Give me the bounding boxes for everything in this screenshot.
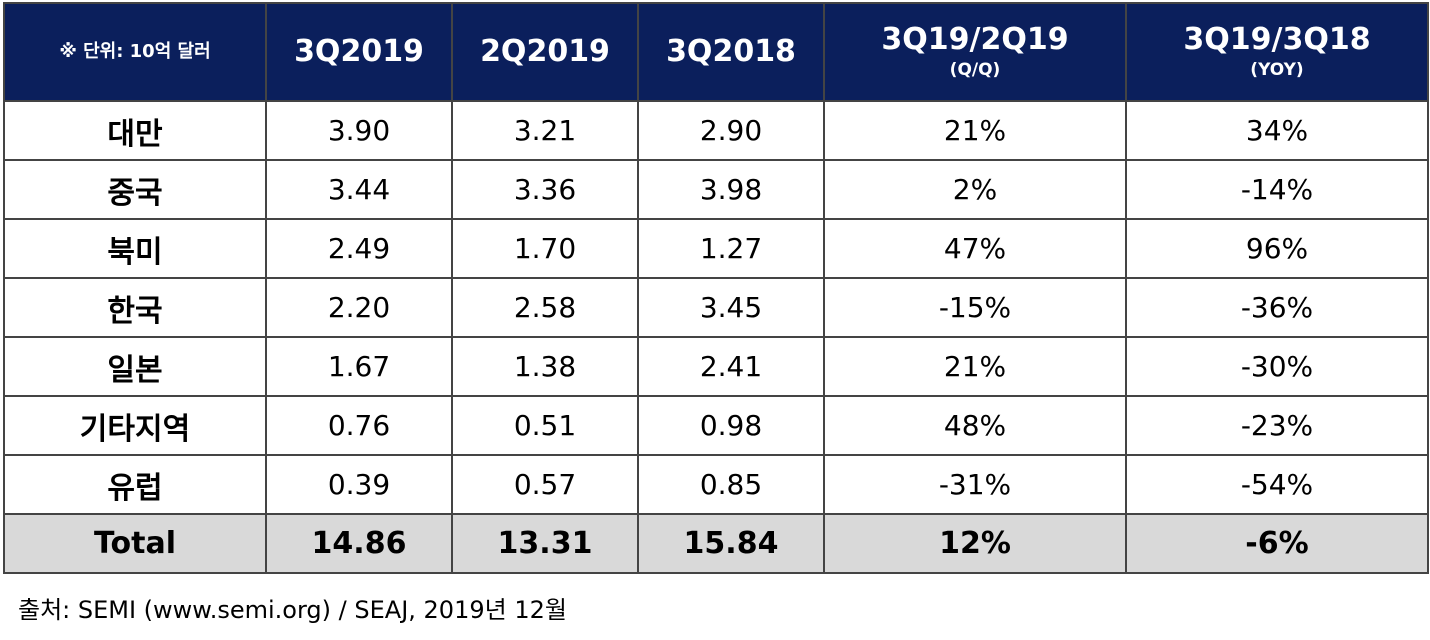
value-cell: 0.76	[265, 395, 453, 456]
total-value-cell: 12%	[823, 513, 1127, 574]
header-main: 2Q2019	[480, 34, 610, 69]
header-cell-3q2019: 3Q2019	[265, 2, 453, 102]
region-cell: 유럽	[3, 454, 267, 515]
table-row: 북미 2.49 1.70 1.27 47% 96%	[3, 218, 1429, 279]
header-main: 3Q19/3Q18	[1183, 22, 1371, 57]
value-cell: 1.70	[451, 218, 639, 279]
value-cell: 3.98	[637, 159, 825, 220]
value-cell: -31%	[823, 454, 1127, 515]
value-cell: 3.90	[265, 100, 453, 161]
value-cell: 21%	[823, 336, 1127, 397]
value-cell: -36%	[1125, 277, 1429, 338]
region-cell: 중국	[3, 159, 267, 220]
header-main: 3Q2018	[666, 34, 796, 69]
value-cell: 3.44	[265, 159, 453, 220]
value-cell: 2.58	[451, 277, 639, 338]
value-cell: 1.67	[265, 336, 453, 397]
header-cell-2q2019: 2Q2019	[451, 2, 639, 102]
region-cell: 일본	[3, 336, 267, 397]
total-value-cell: 13.31	[451, 513, 639, 574]
value-cell: 21%	[823, 100, 1127, 161]
table-row: 기타지역 0.76 0.51 0.98 48% -23%	[3, 395, 1429, 456]
header-cell-unit: ※ 단위: 10억 달러	[3, 2, 267, 102]
value-cell: 0.57	[451, 454, 639, 515]
region-cell: 대만	[3, 100, 267, 161]
value-cell: 0.51	[451, 395, 639, 456]
value-cell: 0.98	[637, 395, 825, 456]
value-cell: -54%	[1125, 454, 1429, 515]
value-cell: -30%	[1125, 336, 1429, 397]
value-cell: 3.45	[637, 277, 825, 338]
header-cell-yoy: 3Q19/3Q18 (YOY)	[1125, 2, 1429, 102]
value-cell: 2.49	[265, 218, 453, 279]
value-cell: 0.39	[265, 454, 453, 515]
value-cell: 47%	[823, 218, 1127, 279]
value-cell: 48%	[823, 395, 1127, 456]
table-row: 일본 1.67 1.38 2.41 21% -30%	[3, 336, 1429, 397]
value-cell: -14%	[1125, 159, 1429, 220]
value-cell: 96%	[1125, 218, 1429, 279]
value-cell: 2%	[823, 159, 1127, 220]
value-cell: 1.27	[637, 218, 825, 279]
value-cell: -15%	[823, 277, 1127, 338]
value-cell: 34%	[1125, 100, 1429, 161]
table-row: 한국 2.20 2.58 3.45 -15% -36%	[3, 277, 1429, 338]
value-cell: 0.85	[637, 454, 825, 515]
total-value-cell: 14.86	[265, 513, 453, 574]
region-cell: 기타지역	[3, 395, 267, 456]
total-row: Total 14.86 13.31 15.84 12% -6%	[3, 513, 1429, 574]
header-main: 3Q19/2Q19	[881, 22, 1069, 57]
table-body: 대만 3.90 3.21 2.90 21% 34% 중국 3.44 3.36 3.98 2% -14%…	[3, 100, 1429, 574]
value-cell: 2.20	[265, 277, 453, 338]
table-row: 대만 3.90 3.21 2.90 21% 34%	[3, 100, 1429, 161]
value-cell: 3.21	[451, 100, 639, 161]
data-table: ※ 단위: 10억 달러 3Q2019 2Q2019 3Q2018 3Q19/2…	[3, 2, 1429, 574]
header-cell-3q2018: 3Q2018	[637, 2, 825, 102]
value-cell: 2.41	[637, 336, 825, 397]
total-value-cell: 15.84	[637, 513, 825, 574]
table-row: 중국 3.44 3.36 3.98 2% -14%	[3, 159, 1429, 220]
source-note: 출처: SEMI (www.semi.org) / SEAJ, 2019년 12…	[18, 596, 567, 624]
region-cell: 북미	[3, 218, 267, 279]
header-row: ※ 단위: 10억 달러 3Q2019 2Q2019 3Q2018 3Q19/2…	[3, 2, 1429, 102]
header-main: ※ 단위: 10억 달러	[59, 41, 211, 62]
value-cell: 2.90	[637, 100, 825, 161]
value-cell: 1.38	[451, 336, 639, 397]
header-sub: (Q/Q)	[949, 60, 1001, 80]
header-cell-qoq: 3Q19/2Q19 (Q/Q)	[823, 2, 1127, 102]
total-label-cell: Total	[3, 513, 267, 574]
region-cell: 한국	[3, 277, 267, 338]
total-value-cell: -6%	[1125, 513, 1429, 574]
header-main: 3Q2019	[294, 34, 424, 69]
header-sub: (YOY)	[1250, 60, 1304, 80]
table-row: 유럽 0.39 0.57 0.85 -31% -54%	[3, 454, 1429, 515]
value-cell: 3.36	[451, 159, 639, 220]
value-cell: -23%	[1125, 395, 1429, 456]
